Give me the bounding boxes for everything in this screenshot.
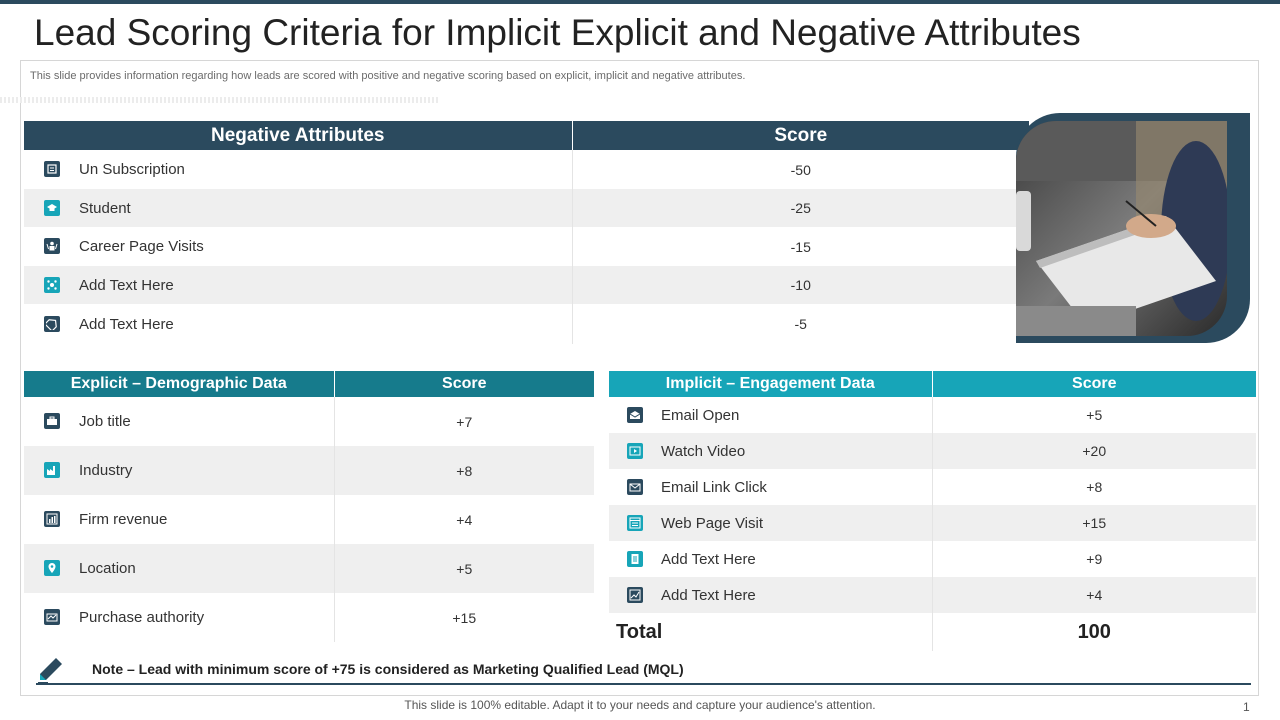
factory-icon xyxy=(43,462,60,479)
table-row: Career Page Visits -15 xyxy=(24,227,1029,266)
mql-note: Note – Lead with minimum score of +75 is… xyxy=(92,661,684,677)
implicit-row-score: +9 xyxy=(932,541,1256,577)
explicit-row-score: +8 xyxy=(334,446,594,495)
explicit-row-score: +15 xyxy=(334,593,594,642)
revenue-icon xyxy=(43,511,60,528)
location-pin-icon xyxy=(43,560,60,577)
table-row: Firm revenue +4 xyxy=(24,495,594,544)
web-page-icon xyxy=(627,514,643,531)
explicit-row-label: Purchase authority xyxy=(79,593,335,642)
footer-text: This slide is 100% editable. Adapt it to… xyxy=(404,698,876,712)
table-row: Industry +8 xyxy=(24,446,594,495)
implicit-engagement-header: Implicit – Engagement Data xyxy=(609,371,933,397)
table-row: Watch Video +20 xyxy=(609,433,1256,469)
implicit-score-header: Score xyxy=(932,371,1256,397)
negative-row-score: -15 xyxy=(572,227,1029,266)
total-label: Total xyxy=(609,613,933,651)
explicit-row-label: Firm revenue xyxy=(79,495,335,544)
career-icon xyxy=(43,238,60,255)
implicit-row-score: +8 xyxy=(932,469,1256,505)
table-row: Job title +7 xyxy=(24,397,594,446)
briefcase-icon xyxy=(43,413,60,430)
negative-row-label: Add Text Here xyxy=(79,266,573,304)
unsubscribe-icon xyxy=(43,161,60,178)
implicit-row-score: +20 xyxy=(932,433,1256,469)
table-row: Web Page Visit +15 xyxy=(609,505,1256,541)
table-row: Add Text Here -10 xyxy=(24,266,1029,304)
implicit-engagement-table: Implicit – Engagement Data Score Email O… xyxy=(609,371,1256,651)
table-row: Purchase authority +15 xyxy=(24,593,594,642)
slide-title: Lead Scoring Criteria for Implicit Expli… xyxy=(34,12,1081,53)
content-frame xyxy=(20,60,1259,696)
decorative-dotted-line xyxy=(0,97,440,103)
tag-icon xyxy=(43,315,60,332)
negative-row-label: Student xyxy=(79,189,573,227)
graduation-cap-icon xyxy=(43,199,60,216)
negative-row-score: -50 xyxy=(572,150,1029,189)
table-row: Location +5 xyxy=(24,544,594,593)
chart-icon xyxy=(627,586,643,603)
table-row: Add Text Here +9 xyxy=(609,541,1256,577)
photo-writing-notebook xyxy=(1016,121,1227,336)
negative-row-score: -5 xyxy=(572,304,1029,344)
implicit-row-label: Add Text Here xyxy=(661,577,933,613)
implicit-row-label: Watch Video xyxy=(661,433,933,469)
total-value: 100 xyxy=(932,613,1256,651)
table-row: Un Subscription -50 xyxy=(24,150,1029,189)
slide-subtitle: This slide provides information regardin… xyxy=(30,70,746,82)
implicit-row-label: Web Page Visit xyxy=(661,505,933,541)
explicit-demographic-header: Explicit – Demographic Data xyxy=(24,371,335,397)
document-icon xyxy=(627,550,643,567)
negative-row-label: Career Page Visits xyxy=(79,227,573,266)
authority-icon xyxy=(43,609,60,626)
explicit-score-header: Score xyxy=(334,371,594,397)
explicit-row-score: +7 xyxy=(334,397,594,446)
implicit-row-score: +15 xyxy=(932,505,1256,541)
negative-row-score: -25 xyxy=(572,189,1029,227)
total-row: Total 100 xyxy=(609,613,1256,651)
video-icon xyxy=(627,442,643,459)
explicit-row-score: +4 xyxy=(334,495,594,544)
implicit-row-score: +5 xyxy=(932,397,1256,433)
note-underline xyxy=(36,683,1251,685)
negative-score-header: Score xyxy=(572,121,1029,150)
explicit-row-label: Job title xyxy=(79,397,335,446)
negative-row-score: -10 xyxy=(572,266,1029,304)
network-icon xyxy=(43,276,60,293)
table-row: Add Text Here +4 xyxy=(609,577,1256,613)
page-number: 1 xyxy=(1243,700,1250,714)
negative-attributes-header: Negative Attributes xyxy=(24,121,573,150)
table-row: Add Text Here -5 xyxy=(24,304,1029,344)
explicit-row-label: Location xyxy=(79,544,335,593)
implicit-row-label: Add Text Here xyxy=(661,541,933,577)
implicit-row-label: Email Link Click xyxy=(661,469,933,505)
negative-row-label: Add Text Here xyxy=(79,304,573,344)
explicit-row-score: +5 xyxy=(334,544,594,593)
email-link-icon xyxy=(627,478,643,495)
top-accent-bar xyxy=(0,0,1280,4)
pencil-icon xyxy=(38,658,62,684)
explicit-row-label: Industry xyxy=(79,446,335,495)
implicit-row-label: Email Open xyxy=(661,397,933,433)
implicit-row-score: +4 xyxy=(932,577,1256,613)
explicit-demographic-table: Explicit – Demographic Data Score Job ti… xyxy=(24,371,594,642)
table-row: Email Link Click +8 xyxy=(609,469,1256,505)
negative-attributes-table: Negative Attributes Score Un Subscriptio… xyxy=(24,121,1029,344)
negative-row-label: Un Subscription xyxy=(79,150,573,189)
table-row: Student -25 xyxy=(24,189,1029,227)
email-open-icon xyxy=(627,406,643,423)
table-row: Email Open +5 xyxy=(609,397,1256,433)
